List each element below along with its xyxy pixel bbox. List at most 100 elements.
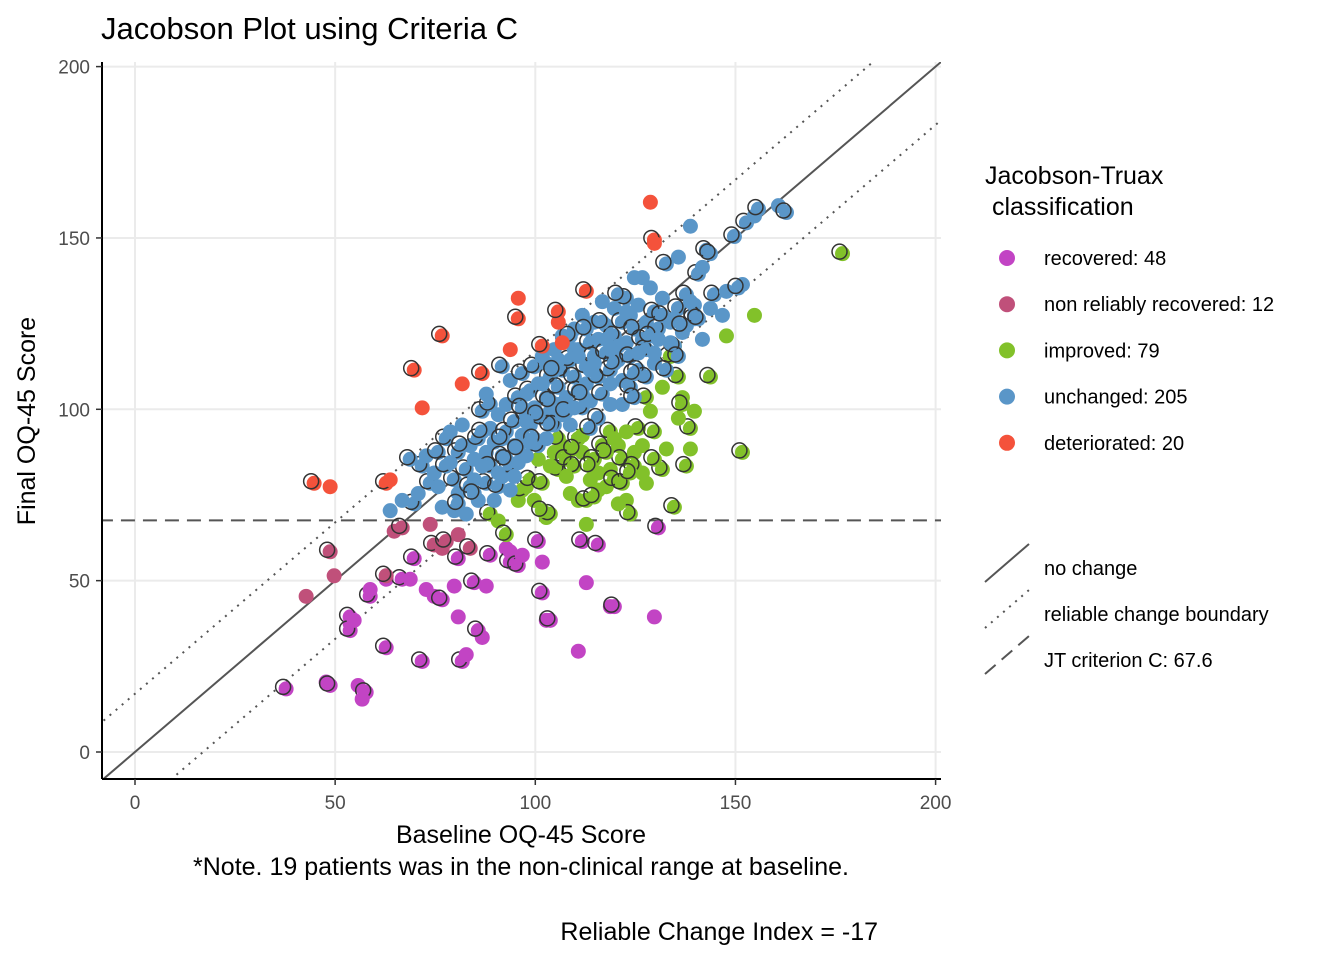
data-point-ring [446, 493, 464, 511]
data-point-ring [603, 596, 620, 613]
x-tick-label: 200 [920, 793, 952, 814]
data-point [570, 348, 586, 364]
data-point [518, 386, 534, 402]
x-tick-label: 0 [130, 793, 141, 814]
data-point-ring [274, 678, 292, 696]
gridlines [102, 62, 941, 779]
data-point-ring [471, 421, 488, 439]
data-point-ring [471, 363, 488, 380]
data-point-ring [467, 620, 484, 637]
x-tick-label: 150 [720, 793, 752, 814]
data-point [558, 468, 574, 484]
data-point [654, 290, 670, 306]
y-tick-label: 150 [58, 229, 90, 250]
data-point-ring [318, 675, 336, 692]
legend-title-line-1: Jacobson-Truax [985, 162, 1164, 190]
data-point [670, 410, 686, 426]
data-point-ring [671, 315, 688, 332]
data-point-ring [731, 442, 748, 459]
data-point [442, 455, 458, 471]
data-point [578, 575, 594, 591]
data-point [694, 259, 710, 275]
data-point-ring [655, 359, 672, 377]
data-point [718, 283, 734, 299]
data-point-ring [643, 421, 660, 439]
data-point [326, 568, 342, 584]
data-point-ring [539, 390, 556, 408]
data-point-ring [531, 473, 548, 490]
data-point [394, 492, 410, 508]
data-point-ring [575, 318, 592, 336]
data-point-ring [655, 253, 672, 271]
data-point [618, 424, 634, 440]
data-point-ring [563, 438, 580, 456]
data-point [526, 492, 542, 508]
data-point-ring [531, 500, 548, 517]
legend-key [999, 434, 1015, 451]
data-point-ring [446, 548, 464, 565]
data-point [682, 294, 698, 310]
data-point [594, 294, 610, 310]
data-point-ring [547, 301, 564, 319]
data-point [414, 400, 430, 416]
data-point-ring [579, 418, 596, 435]
data-point [682, 441, 698, 457]
data-point-ring [410, 651, 428, 668]
data-point [446, 578, 462, 594]
data-point [574, 307, 590, 323]
data-point [382, 503, 398, 519]
data-point [402, 571, 418, 587]
data-point [478, 386, 494, 402]
data-point-ring [430, 325, 448, 343]
data-point-ring [390, 517, 408, 535]
data-point [362, 582, 378, 598]
data-point [646, 355, 662, 371]
data-point-ring [450, 435, 468, 452]
data-point [646, 345, 662, 361]
data-point-ring [619, 503, 636, 521]
data-point-ring [775, 202, 792, 219]
data-point-ring [507, 438, 524, 456]
data-point-ring [539, 610, 556, 627]
data-point-ring [667, 346, 684, 363]
legend-line-label: JT criterion C: 67.6 [1044, 650, 1213, 672]
data-point [514, 547, 530, 563]
y-tick-label: 50 [69, 572, 90, 593]
y-axis-title: Final OQ-45 Score [13, 317, 41, 525]
data-point [478, 444, 494, 460]
data-point-ring [491, 356, 508, 373]
x-tick-label: 50 [325, 793, 346, 814]
data-point [746, 307, 762, 323]
data-point-ring [699, 366, 716, 384]
data-point-ring [571, 383, 588, 401]
data-point-ring [318, 541, 336, 559]
data-point-ring [619, 462, 636, 480]
data-point [478, 578, 494, 594]
data-point [530, 451, 546, 467]
data-point [562, 417, 578, 433]
legend-line-label: no change [1044, 558, 1137, 580]
data-point [538, 431, 554, 447]
data-point [354, 691, 370, 707]
data-point [502, 482, 518, 498]
data-point-ring [402, 359, 420, 377]
legend-key [999, 250, 1015, 266]
data-point-ring [703, 284, 720, 302]
data-point [682, 218, 698, 234]
data-point [650, 331, 666, 347]
y-tick-label: 200 [58, 58, 90, 79]
data-point-ring [495, 449, 512, 466]
data-point [602, 396, 618, 412]
data-point-ring [747, 198, 764, 216]
data-point [606, 431, 622, 447]
data-point-ring [579, 455, 596, 473]
data-point [422, 516, 438, 532]
data-point-ring [623, 318, 640, 336]
legend-key [999, 342, 1015, 359]
data-point-ring [491, 428, 508, 445]
legend-label: unchanged: 205 [1044, 387, 1187, 409]
data-point-ring [611, 473, 628, 490]
legend-line-key [984, 589, 1030, 629]
chart-title: Jacobson Plot using Criteria C [101, 11, 518, 46]
data-point [442, 424, 458, 440]
